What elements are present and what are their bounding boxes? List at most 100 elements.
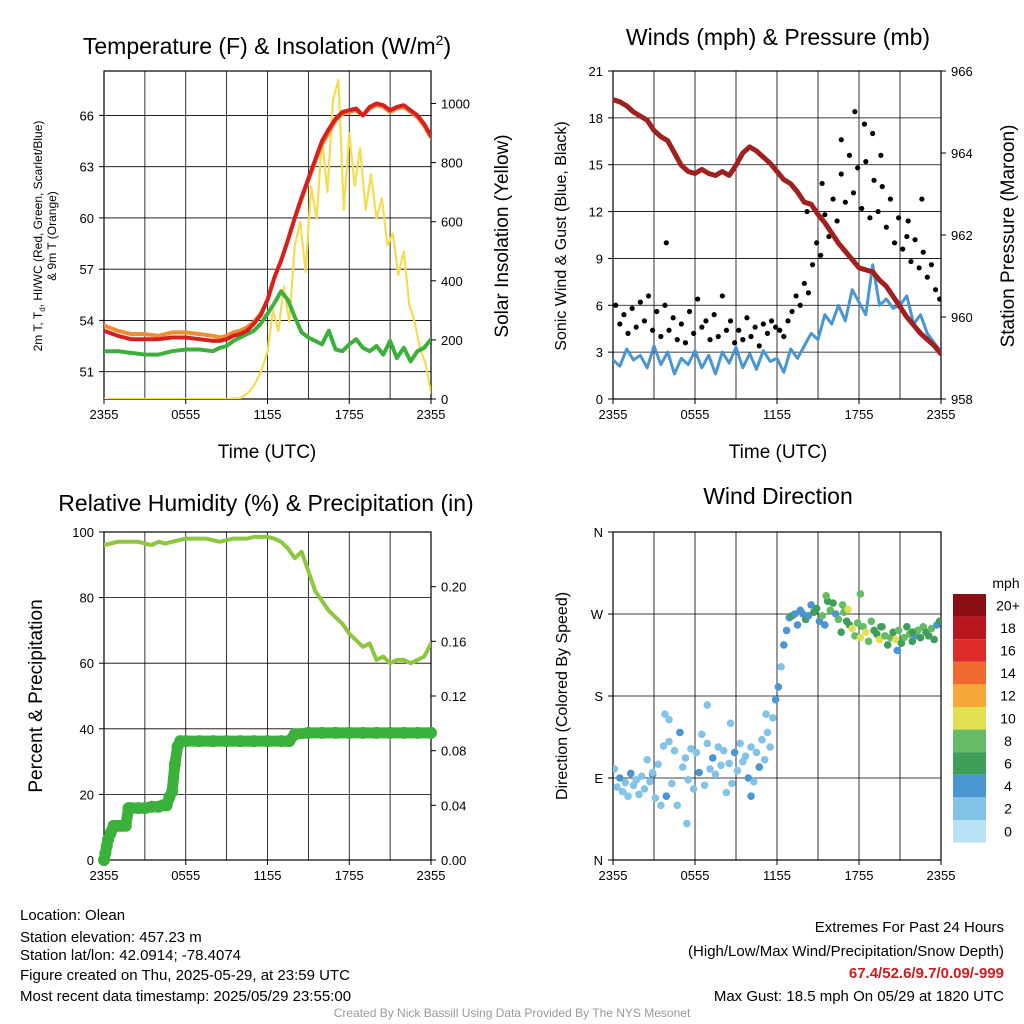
direction-point bbox=[613, 765, 619, 773]
pressure-line bbox=[613, 97, 941, 357]
gust-point bbox=[878, 152, 884, 158]
direction-point bbox=[676, 728, 684, 737]
gust-point bbox=[920, 249, 926, 255]
direction-point bbox=[700, 781, 709, 790]
gust-point bbox=[773, 324, 779, 330]
temp-ytick-label: 63 bbox=[80, 160, 94, 175]
temp-xtick-label: 2355 bbox=[417, 407, 446, 422]
humidity-panel: 2355 0555 1155 1755 23550204060801000.000.04… bbox=[72, 525, 466, 883]
direction-point bbox=[875, 635, 884, 644]
gust-point bbox=[870, 130, 876, 137]
direction-ylabel-left: Direction (Colored By Speed) bbox=[554, 592, 571, 800]
gust-point bbox=[666, 327, 672, 333]
direction-point bbox=[711, 770, 720, 779]
gust-point bbox=[891, 240, 898, 246]
direction-point bbox=[637, 772, 646, 780]
gust-point bbox=[727, 318, 734, 324]
temp-ytick-right-label: 1000 bbox=[441, 97, 470, 112]
gust-point bbox=[629, 305, 635, 312]
direction-point bbox=[856, 633, 865, 642]
direction-point bbox=[621, 778, 630, 787]
gust-point bbox=[740, 337, 746, 343]
gust-point bbox=[797, 302, 803, 308]
humidity-ylabel-left: Percent & Precipitation bbox=[26, 599, 47, 792]
precip-line bbox=[98, 727, 437, 866]
direction-point bbox=[892, 635, 900, 644]
direction-point bbox=[736, 739, 744, 748]
direction-point bbox=[829, 599, 837, 607]
gust-point bbox=[928, 262, 935, 268]
legend-label: 8 bbox=[1004, 733, 1012, 749]
humidity-ytick-right-label: 0.04 bbox=[441, 798, 466, 813]
direction-point bbox=[793, 621, 802, 629]
direction-ytick-label: E bbox=[594, 771, 603, 786]
direction-point bbox=[657, 801, 665, 810]
legend-label: 0 bbox=[1004, 823, 1012, 839]
direction-point bbox=[667, 779, 676, 788]
direction-point bbox=[826, 606, 835, 615]
direction-point bbox=[683, 819, 691, 828]
legend-swatch bbox=[953, 594, 986, 617]
direction-point bbox=[762, 710, 770, 719]
temp-ytick-right-label: 0 bbox=[441, 392, 448, 407]
temp-ylabel-left: 2m T, Td, HI/WC (Red, Green, Scarlet/Blu… bbox=[31, 121, 47, 352]
humidity-xtick-label: 1155 bbox=[254, 868, 282, 883]
gust-point bbox=[650, 327, 656, 333]
gust-point bbox=[887, 196, 894, 202]
gust-point bbox=[625, 330, 631, 336]
direction-point bbox=[714, 743, 723, 751]
legend-swatch bbox=[953, 684, 986, 707]
gust-point bbox=[781, 333, 787, 340]
direction-point bbox=[703, 739, 712, 748]
gust-point bbox=[748, 333, 754, 340]
direction-point bbox=[834, 615, 843, 624]
rh-line bbox=[104, 534, 431, 666]
gust-point bbox=[723, 327, 730, 333]
gust-point bbox=[932, 287, 939, 293]
direction-point bbox=[648, 768, 657, 777]
humidity-ytick-right-label: 0.08 bbox=[441, 744, 466, 759]
winds-ytick-right-label: 962 bbox=[951, 228, 973, 243]
gust-point bbox=[819, 180, 825, 187]
legend-label: 2 bbox=[1004, 801, 1012, 817]
direction-point bbox=[618, 787, 627, 796]
gust-point bbox=[834, 218, 840, 224]
gust-point bbox=[686, 308, 693, 315]
direction-point bbox=[703, 701, 712, 709]
direction-point bbox=[744, 774, 753, 782]
direction-point bbox=[640, 785, 649, 793]
direction-point bbox=[616, 774, 624, 782]
gust-point bbox=[682, 340, 689, 346]
temp-ytick-label: 57 bbox=[80, 262, 94, 277]
direction-point bbox=[706, 765, 714, 773]
direction-ytick-label: W bbox=[591, 607, 604, 622]
direction-point bbox=[893, 646, 902, 655]
legend-swatch bbox=[953, 639, 986, 662]
gust-point bbox=[707, 337, 713, 343]
legend-label: 4 bbox=[1004, 778, 1012, 794]
gust-point bbox=[818, 252, 824, 258]
legend-swatch bbox=[953, 729, 986, 753]
humidity-ytick-label: 0 bbox=[87, 853, 94, 868]
winds-ytick-right-label: 960 bbox=[951, 310, 973, 325]
gust-point bbox=[756, 343, 762, 349]
gust-point bbox=[900, 246, 906, 252]
direction-point bbox=[722, 788, 731, 797]
gust-point bbox=[777, 327, 783, 333]
direction-point bbox=[883, 641, 892, 649]
temp-ylabel-left-2: & 9m T (Orange) bbox=[45, 191, 59, 281]
legend-label: 20+ bbox=[996, 597, 1020, 613]
humidity-ytick-right-label: 0.16 bbox=[441, 634, 466, 649]
direction-point bbox=[692, 748, 701, 757]
direction-point bbox=[730, 748, 739, 757]
direction-point bbox=[752, 748, 761, 757]
winds-xtick-label: 2355 bbox=[599, 407, 628, 422]
direction-title: Wind Direction bbox=[703, 483, 853, 509]
direction-point bbox=[916, 633, 925, 642]
gust-point bbox=[711, 312, 717, 318]
gust-point bbox=[830, 196, 836, 202]
humidity-ytick-label: 40 bbox=[80, 722, 94, 737]
gust-point bbox=[912, 237, 918, 243]
